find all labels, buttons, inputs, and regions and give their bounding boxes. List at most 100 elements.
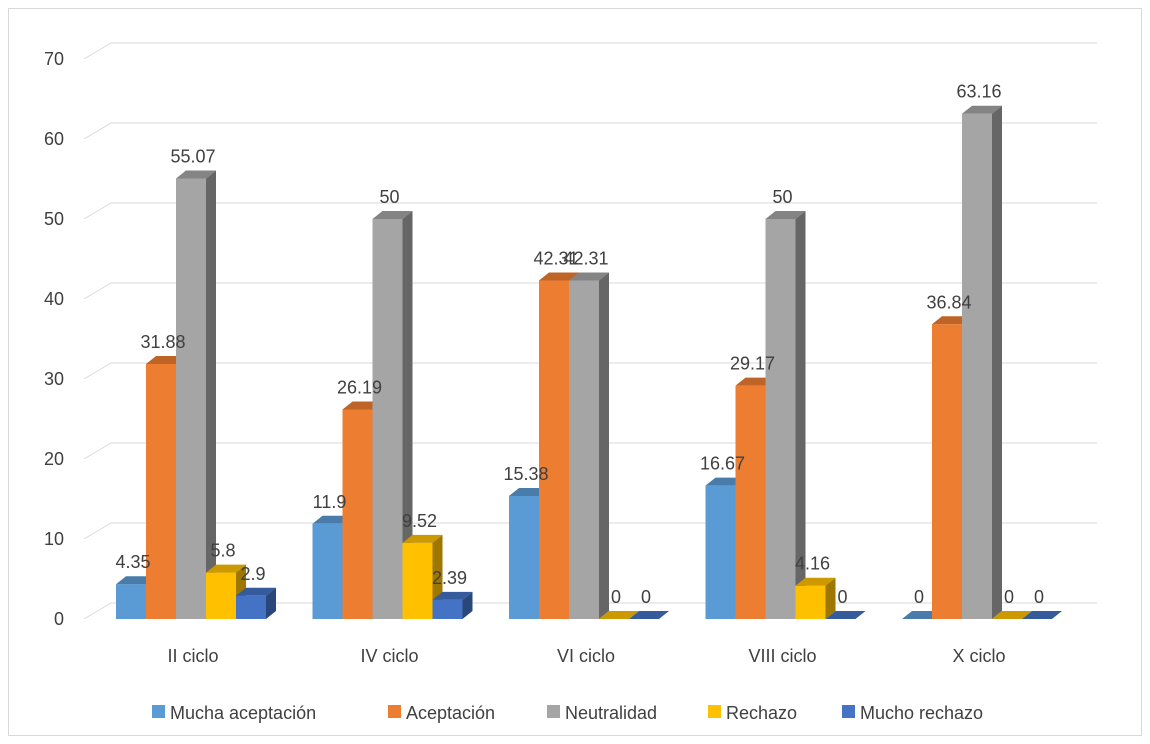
bar-front <box>372 219 403 619</box>
data-labels: 4.35 31.88 55.07 5.82.9 11.9 26.19 50 9.52 2.39 1… <box>115 82 1044 607</box>
gridline <box>83 202 1097 220</box>
bar-front <box>509 495 539 619</box>
legend-label: Aceptación <box>406 703 495 723</box>
x-tick-label: X ciclo <box>952 646 1005 666</box>
bar-front <box>116 584 146 619</box>
bar <box>206 564 246 619</box>
data-label: 4.16 <box>795 554 830 574</box>
bar <box>629 611 669 620</box>
bar-top <box>992 611 1032 619</box>
bar-side <box>599 272 609 619</box>
bar <box>962 105 1002 620</box>
bar-top <box>569 272 609 281</box>
bar-front <box>932 324 962 619</box>
data-label: 5.8 <box>210 541 235 561</box>
bar-front <box>146 363 176 619</box>
bar-front <box>569 280 599 619</box>
x-tick-label: IV ciclo <box>360 646 418 666</box>
bar-front <box>402 542 433 619</box>
data-label: 29.17 <box>730 354 775 374</box>
bar-top <box>825 611 866 619</box>
data-label: 11.9 <box>313 492 347 512</box>
legend-label: Rechazo <box>726 703 797 723</box>
data-label: 0 <box>1004 587 1014 607</box>
bar <box>765 211 806 619</box>
bar <box>236 587 276 619</box>
x-tick-label: II ciclo <box>167 646 218 666</box>
data-label: 4.35 <box>115 552 150 572</box>
gridline <box>83 42 1097 60</box>
bar-front <box>962 113 992 619</box>
data-label: 31.88 <box>140 332 185 352</box>
bar-top <box>206 564 246 573</box>
bar-side <box>462 591 473 619</box>
bar <box>599 611 639 620</box>
bar-front <box>206 572 236 619</box>
data-label: 2.9 <box>240 564 265 584</box>
data-label: 16.67 <box>700 454 745 474</box>
bar-top <box>432 591 473 600</box>
data-label: 9.52 <box>402 511 437 531</box>
bar-side <box>402 211 413 619</box>
bar <box>825 611 866 620</box>
bar-front <box>539 280 569 619</box>
data-label: 0 <box>837 587 847 607</box>
bar-side <box>795 211 806 619</box>
bar-top <box>539 272 579 281</box>
data-label: 63.16 <box>956 82 1001 102</box>
data-label: 26.19 <box>337 377 382 397</box>
bar <box>992 611 1032 620</box>
x-tick-label: VIII ciclo <box>748 646 816 666</box>
y-tick-label: 70 <box>44 49 64 69</box>
bar-front <box>795 585 826 619</box>
data-label: 0 <box>641 587 651 607</box>
bar-side <box>266 587 276 619</box>
y-tick-label: 20 <box>44 449 64 469</box>
gridline <box>83 122 1097 140</box>
data-label: 0 <box>1034 587 1044 607</box>
legend-swatch <box>842 705 855 718</box>
bar-top <box>962 105 1002 114</box>
bar <box>312 515 353 619</box>
y-tick-label: 0 <box>54 609 64 629</box>
legend-item: Neutralidad <box>547 703 657 723</box>
x-tick-label: VI ciclo <box>557 646 615 666</box>
bar <box>795 577 836 619</box>
bar-top <box>765 211 806 219</box>
bar-top <box>176 170 216 179</box>
bar-front <box>176 178 206 619</box>
bar <box>372 211 413 619</box>
bar-front <box>765 219 796 619</box>
data-label: 50 <box>772 187 792 207</box>
y-tick-label: 10 <box>44 529 64 549</box>
y-tick-label: 50 <box>44 209 64 229</box>
legend-item: Rechazo <box>708 703 797 723</box>
bar-chart: 0 10 20 30 40 50 60 70 4.35 31.88 55.07 5.82.9 11.9… <box>44 42 1097 723</box>
data-label: 2.39 <box>432 568 467 588</box>
legend-swatch <box>152 705 165 718</box>
x-axis-ticks: II ciclo IV ciclo VI ciclo VIII ciclo X cicl… <box>167 646 1005 666</box>
data-label: 42.31 <box>563 249 608 269</box>
legend-swatch <box>547 705 560 718</box>
bar-top <box>629 611 669 619</box>
bar-side <box>825 577 836 619</box>
bar-side <box>992 105 1002 620</box>
bar <box>1022 611 1062 620</box>
data-label: 50 <box>379 187 399 207</box>
data-label: 15.38 <box>503 464 548 484</box>
legend-label: Mucho rechazo <box>860 703 983 723</box>
bar-top <box>236 587 276 596</box>
legend-label: Neutralidad <box>565 703 657 723</box>
bar-front <box>432 599 463 619</box>
data-label: 55.07 <box>170 146 215 166</box>
legend-swatch <box>388 705 401 718</box>
bar-top <box>795 577 836 586</box>
bar-top <box>402 534 443 543</box>
data-label: 0 <box>914 587 924 607</box>
legend-swatch <box>708 705 721 718</box>
bar-front <box>342 409 373 619</box>
bar-side <box>206 170 216 619</box>
y-tick-label: 40 <box>44 289 64 309</box>
data-label: 42.31 <box>533 249 578 269</box>
bar <box>569 272 609 619</box>
